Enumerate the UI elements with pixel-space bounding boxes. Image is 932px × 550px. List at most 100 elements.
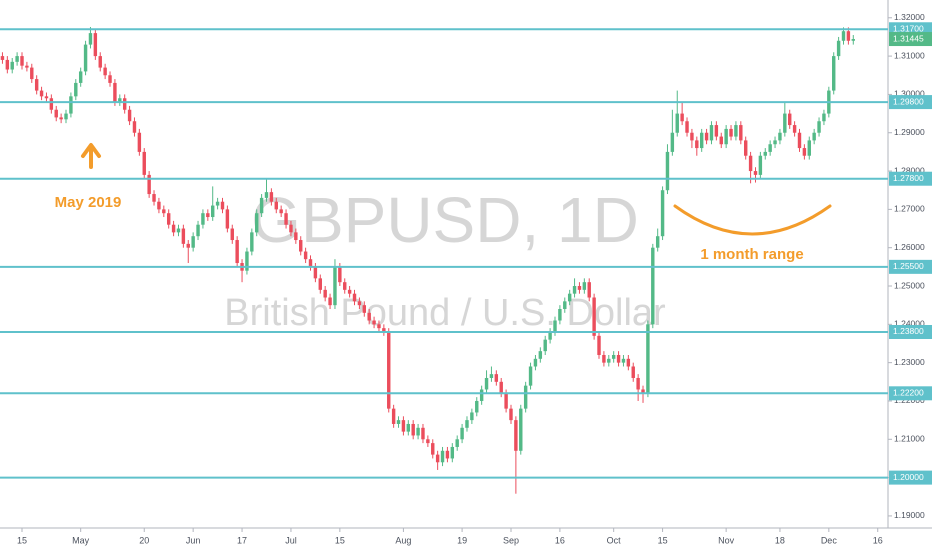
y-tick-label: 1.26000 — [894, 242, 925, 252]
candle-body — [5, 59, 10, 70]
candle-body — [294, 232, 298, 241]
candle-body — [396, 420, 401, 424]
level-label: 1.31700 — [893, 24, 924, 34]
candle-body — [235, 240, 239, 264]
candle-body — [162, 209, 166, 214]
x-tick-label: 15 — [658, 535, 668, 545]
candle-body — [401, 420, 406, 432]
candle-body — [347, 289, 352, 294]
candle-body — [616, 354, 621, 363]
candle-body — [817, 121, 821, 133]
candle-body — [479, 389, 484, 401]
candle-body — [523, 385, 528, 409]
y-tick-label: 1.21000 — [894, 434, 925, 444]
candle-body — [264, 192, 269, 198]
candle-body — [59, 117, 63, 120]
candle-body — [563, 301, 567, 310]
candle-body — [54, 109, 58, 118]
candle-body — [797, 132, 802, 149]
candle-body — [44, 96, 49, 99]
candle-body — [416, 427, 420, 436]
candle-body — [685, 121, 689, 133]
y-tick-label: 1.28000 — [894, 165, 925, 175]
level-label-box — [889, 386, 932, 401]
candle-body — [519, 408, 523, 451]
candle-body — [343, 282, 347, 290]
level-label: 1.22200 — [893, 388, 924, 398]
candle-body — [313, 266, 318, 279]
candle-body — [753, 171, 758, 175]
candle-body — [582, 282, 587, 290]
candle-body — [832, 56, 836, 91]
candle-body — [181, 228, 186, 244]
candle-body — [220, 201, 225, 210]
level-label-box — [889, 470, 932, 485]
candle-body — [836, 40, 841, 57]
candle-body — [675, 113, 679, 133]
level-label-box — [889, 171, 932, 186]
candle-body — [431, 443, 435, 455]
candle-body — [259, 197, 264, 214]
x-tick-label: Jul — [285, 535, 297, 545]
candle-body — [773, 140, 777, 145]
candle-body — [670, 132, 675, 152]
y-tick-label: 1.32000 — [894, 12, 925, 22]
candle-body — [807, 140, 811, 156]
candle-body — [279, 209, 283, 214]
annotation-label: May 2019 — [55, 194, 122, 211]
candle-body — [528, 366, 533, 386]
candle-body — [30, 67, 34, 80]
candle-body — [64, 113, 68, 120]
candle-body — [655, 236, 660, 248]
x-tick-label: Oct — [607, 535, 622, 545]
candle-body — [724, 128, 728, 145]
candle-body — [426, 439, 430, 444]
candle-body — [743, 140, 748, 156]
candle-body — [25, 65, 29, 68]
level-label-box — [889, 259, 932, 274]
candle-body — [328, 297, 332, 306]
candle-body — [191, 236, 195, 248]
y-tick-label: 1.23000 — [894, 357, 925, 367]
candle-body — [665, 151, 670, 191]
candle-body — [719, 136, 723, 145]
candle-body — [846, 31, 851, 41]
y-tick-label: 1.27000 — [894, 204, 925, 214]
candle-body — [411, 423, 415, 436]
candle-body — [504, 393, 508, 409]
candle-body — [607, 358, 611, 363]
candle-body — [783, 113, 787, 133]
candle-body — [484, 377, 489, 390]
candle-body — [269, 192, 274, 202]
candle-body — [357, 301, 362, 306]
candle-body — [788, 113, 792, 126]
candle-body — [147, 174, 151, 195]
candle-body — [768, 144, 772, 152]
candle-body — [567, 293, 572, 302]
candle-body — [695, 140, 699, 149]
candle-body — [127, 109, 132, 122]
level-label: 1.27800 — [893, 173, 924, 183]
candle-body — [660, 190, 665, 237]
x-tick-label: Aug — [395, 535, 411, 545]
candle-body — [450, 446, 455, 459]
x-tick-label: 15 — [17, 535, 27, 545]
candle-body — [460, 427, 464, 440]
candle-body — [690, 132, 694, 141]
level-label: 1.25500 — [893, 261, 924, 271]
y-tick-label: 1.31000 — [894, 50, 925, 60]
candle-body — [215, 201, 220, 206]
y-tick-label: 1.30000 — [894, 89, 925, 99]
candle-body — [78, 71, 83, 83]
candle-body — [210, 205, 215, 218]
candle-body — [543, 339, 547, 352]
candle-body — [611, 354, 616, 359]
candle-body — [470, 412, 474, 421]
x-tick-label: 20 — [139, 535, 149, 545]
candle-body — [602, 354, 606, 363]
level-label: 1.29800 — [893, 96, 924, 106]
last-price-box — [889, 32, 932, 47]
candle-body — [763, 151, 767, 156]
level-label: 1.20000 — [893, 472, 924, 482]
candle-body — [709, 125, 714, 141]
